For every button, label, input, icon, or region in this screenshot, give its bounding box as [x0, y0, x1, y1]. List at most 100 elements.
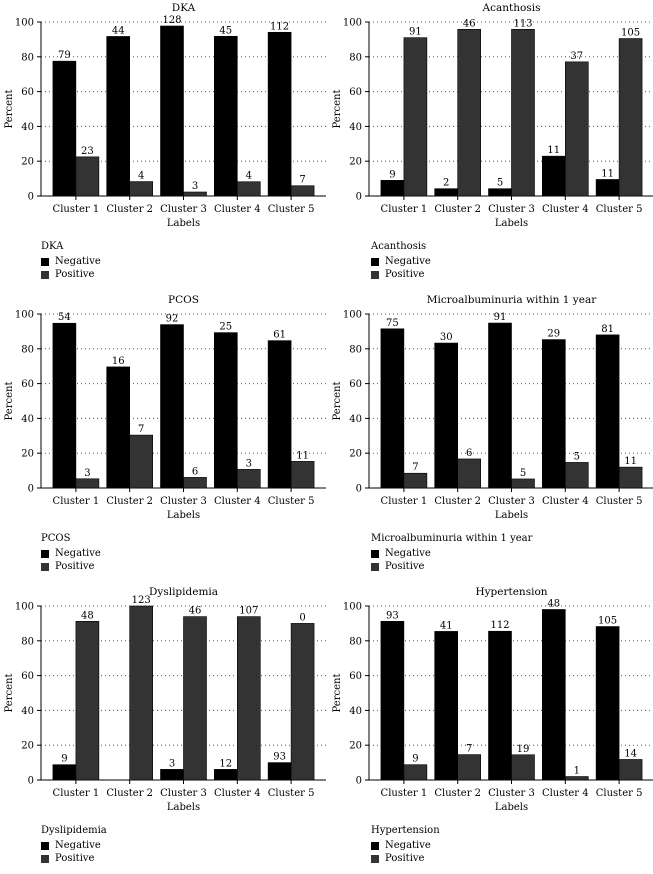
bar-negative [488, 630, 512, 781]
bar-negative [106, 366, 130, 489]
x-tick-label: Cluster 5 [596, 496, 643, 507]
bar-negative [267, 340, 292, 489]
bar-negative [595, 334, 620, 489]
x-axis-label: Labels [495, 802, 528, 813]
data-label: 9 [61, 754, 67, 765]
bar-positive [565, 462, 589, 489]
y-tick-label: 100 [343, 602, 362, 613]
bar-positive [511, 478, 535, 489]
chart-title: DKA [172, 2, 196, 14]
bar-negative [434, 342, 458, 489]
x-tick-label: Cluster 5 [596, 204, 643, 215]
y-axis-label: Percent [332, 382, 343, 421]
x-tick-label: Cluster 2 [434, 788, 481, 799]
legend-item: Negative [371, 839, 440, 852]
legend-label: Negative [55, 839, 101, 851]
legend-label: Positive [385, 560, 425, 572]
data-label: 6 [192, 466, 198, 477]
legend-item: Positive [41, 560, 101, 573]
bar-positive [129, 434, 153, 489]
x-tick-label: Cluster 1 [53, 496, 100, 507]
bar-negative [595, 626, 620, 781]
data-label: 11 [601, 168, 614, 179]
data-label: 44 [112, 25, 125, 36]
legend-item: Positive [371, 852, 440, 865]
bar-chart: Hypertension 0 20 40 60 80 100 Percent 93 9 Cluste… [332, 586, 653, 813]
bar-positive [129, 605, 153, 781]
legend-item: Negative [371, 255, 431, 268]
legend: Microalbuminuria within 1 year Negative Po… [371, 532, 532, 573]
data-label: 54 [58, 312, 71, 323]
x-axis-label: Labels [495, 510, 528, 521]
legend-item: Negative [41, 839, 107, 852]
data-label: 4 [138, 171, 144, 182]
chart-title: Hypertension [475, 586, 547, 598]
legend-title: Acanthosis [371, 241, 427, 252]
data-label: 128 [162, 15, 181, 26]
y-tick-label: 0 [28, 484, 34, 495]
legend-label: Positive [55, 268, 95, 280]
data-label: 3 [246, 458, 252, 469]
x-tick-label: Cluster 5 [268, 496, 315, 507]
legend-title: Microalbuminuria within 1 year [371, 533, 533, 544]
bar-negative [160, 769, 184, 781]
y-tick-label: 0 [28, 776, 34, 787]
legend-label: Positive [385, 852, 425, 864]
y-tick-label: 20 [349, 157, 362, 168]
y-tick-label: 100 [15, 602, 34, 613]
chart-panel: Microalbuminuria within 1 year 0 20 40 60 80 1… [328, 292, 653, 582]
data-label: 93 [273, 752, 286, 763]
data-label: 105 [621, 28, 640, 39]
legend-label: Positive [55, 560, 95, 572]
legend-swatch [41, 562, 49, 571]
data-label: 81 [601, 324, 614, 335]
data-label: 123 [132, 595, 151, 606]
data-label: 48 [81, 610, 94, 621]
legend-item: Negative [41, 547, 101, 560]
bar-chart: Acanthosis 0 20 40 60 80 100 Percent 9 91 Cluster … [332, 2, 653, 229]
data-label: 79 [58, 50, 71, 61]
bar-negative [380, 328, 405, 489]
y-tick-label: 40 [21, 706, 34, 717]
legend-label: Negative [55, 547, 101, 559]
data-label: 14 [624, 748, 637, 759]
bar-positive [457, 754, 481, 781]
bar-positive [618, 466, 643, 489]
bar-positive [618, 759, 643, 781]
y-tick-label: 40 [349, 706, 362, 717]
y-tick-label: 0 [28, 192, 34, 203]
data-label: 37 [570, 51, 583, 62]
bar-negative [488, 322, 512, 489]
data-label: 7 [138, 424, 144, 435]
y-tick-label: 20 [349, 741, 362, 752]
data-label: 91 [409, 27, 422, 38]
bar-positive [511, 29, 535, 197]
x-tick-label: Cluster 2 [106, 204, 153, 215]
bar-positive [75, 156, 100, 197]
x-tick-label: Cluster 3 [488, 788, 535, 799]
y-tick-label: 60 [21, 671, 34, 682]
data-label: 4 [246, 171, 252, 182]
bar-positive [75, 621, 100, 781]
data-label: 7 [466, 744, 472, 755]
legend-title: Dyslipidemia [41, 825, 107, 836]
y-tick-label: 60 [21, 87, 34, 98]
legend-item: Positive [371, 560, 532, 573]
legend-swatch [41, 854, 49, 863]
x-axis-label: Labels [167, 218, 200, 229]
bar-negative [434, 631, 458, 781]
legend: DKA Negative Positive [41, 240, 101, 281]
data-label: 105 [598, 616, 617, 627]
x-tick-label: Cluster 3 [160, 204, 207, 215]
bar-positive [565, 61, 589, 197]
bar-positive [75, 478, 100, 489]
data-label: 112 [490, 620, 509, 631]
legend-label: Negative [55, 255, 101, 267]
data-label: 23 [81, 146, 94, 157]
y-tick-label: 60 [349, 87, 362, 98]
data-label: 1 [574, 766, 580, 777]
bar-negative [542, 609, 566, 781]
legend: Acanthosis Negative Positive [371, 240, 431, 281]
bar-positive [237, 469, 261, 489]
